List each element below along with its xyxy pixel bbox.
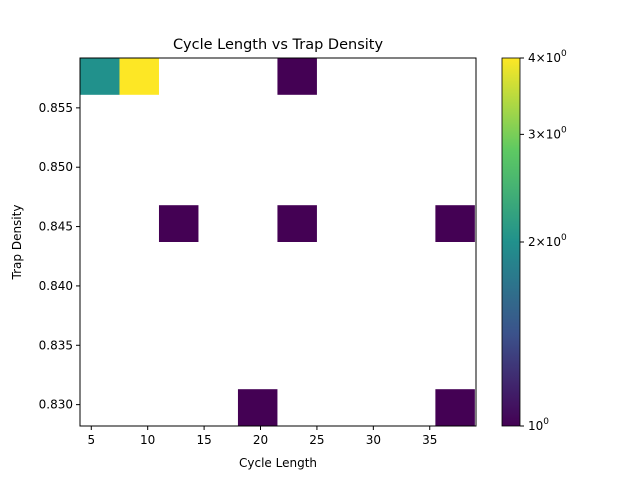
- plot-frame: [79, 57, 477, 427]
- y-tick-label: 0.835: [39, 338, 73, 352]
- x-tick-label: 25: [309, 433, 324, 447]
- colorbar-ticks: 4×100 3×100 2×100 100: [520, 49, 567, 433]
- y-tick-label: 0.845: [39, 220, 73, 234]
- heatmap-cell: [237, 389, 278, 426]
- y-tick-label: 0.855: [39, 101, 73, 115]
- x-tick-label: 5: [87, 433, 95, 447]
- x-tick-label: 30: [366, 433, 381, 447]
- heatmap-cells: [80, 58, 475, 426]
- heatmap-cell: [158, 205, 199, 242]
- x-tick-label: 15: [196, 433, 211, 447]
- x-tick-label: 20: [253, 433, 268, 447]
- y-tick-label: 0.830: [39, 398, 73, 412]
- heatmap-cell: [277, 205, 317, 242]
- colorbar-tick-label: 3×100: [528, 125, 567, 141]
- colorbar-tick-label: 2×100: [528, 233, 567, 249]
- colorbar-tick-label: 100: [528, 417, 549, 433]
- chart-title: Cycle Length vs Trap Density: [173, 37, 384, 53]
- heatmap-cell: [80, 58, 120, 95]
- heatmap-cell: [119, 58, 159, 95]
- colorbar-tick-label: 4×100: [528, 49, 567, 65]
- x-tick-label: 10: [140, 433, 155, 447]
- heatmap-cell: [435, 205, 475, 242]
- colorbar: [501, 57, 521, 427]
- y-tick-label: 0.850: [39, 160, 73, 174]
- y-tick-label: 0.840: [39, 279, 73, 293]
- x-axis-label: Cycle Length: [239, 456, 317, 470]
- heatmap-cell: [435, 389, 475, 426]
- x-tick-label: 35: [422, 433, 437, 447]
- y-axis-ticks: 0.830 0.835 0.840 0.845 0.850 0.855: [39, 101, 80, 412]
- x-axis-ticks: 5 10 15 20 25 30 35: [87, 426, 437, 447]
- y-axis-label: Trap Density: [10, 205, 24, 281]
- heatmap-cell: [277, 58, 317, 95]
